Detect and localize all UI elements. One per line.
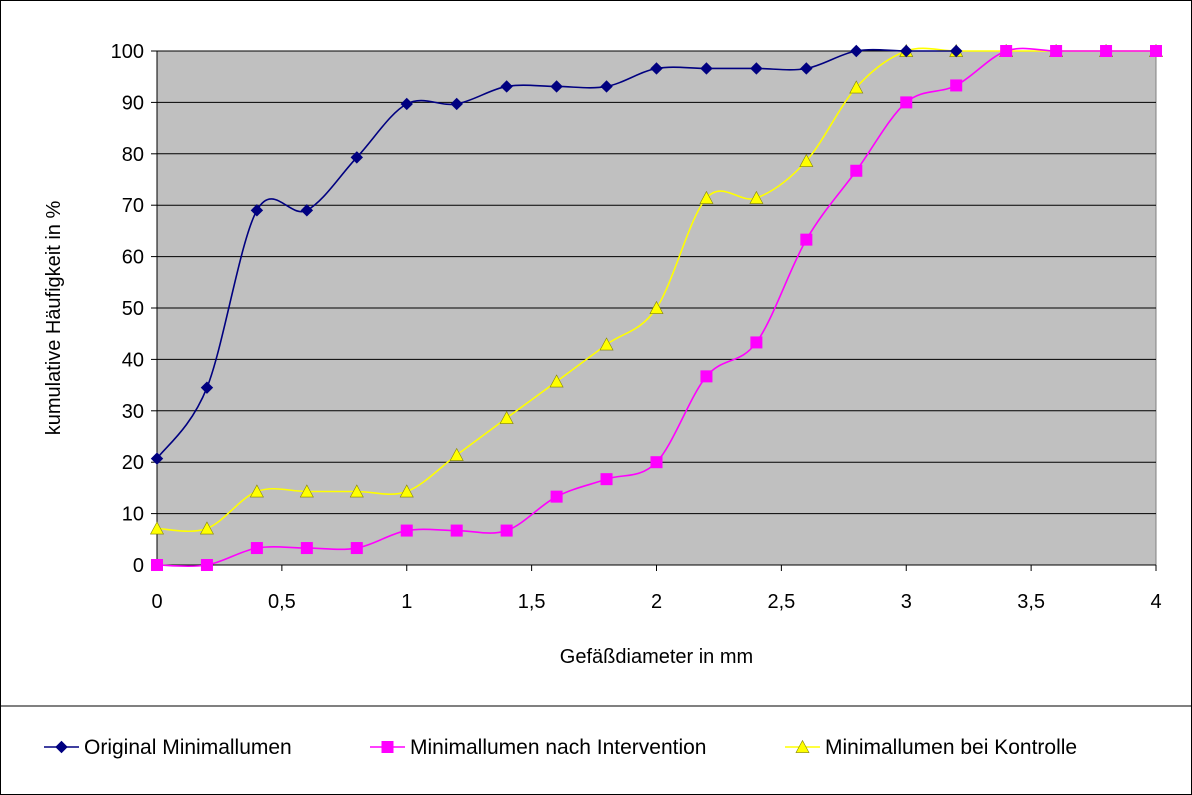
data-point xyxy=(199,521,214,535)
data-point xyxy=(299,484,314,498)
x-tick-label: 3,5 xyxy=(1017,591,1045,613)
data-point xyxy=(700,370,713,383)
data-point xyxy=(650,62,663,75)
x-tick-label: 2 xyxy=(651,591,662,613)
legend-label: Original Minimallumen xyxy=(84,736,292,759)
data-point xyxy=(499,410,514,424)
series-line xyxy=(156,47,1156,533)
data-point xyxy=(1150,45,1162,57)
data-point xyxy=(200,381,214,394)
data-point xyxy=(950,79,963,92)
data-point xyxy=(150,452,164,465)
legend-marker xyxy=(795,739,810,753)
legend-label: Minimallumen nach Intervention xyxy=(410,736,706,759)
data-point xyxy=(350,542,363,555)
data-point xyxy=(599,337,614,351)
data-point xyxy=(800,233,813,246)
data-point xyxy=(850,164,863,177)
legend-label: Minimallumen bei Kontrolle xyxy=(825,736,1077,759)
data-point xyxy=(250,204,264,217)
y-tick-label: 80 xyxy=(122,144,144,166)
legend: Original Minimallumen Minimallumen nach I… xyxy=(44,736,1077,759)
legend-item: Minimallumen bei Kontrolle xyxy=(785,736,1077,759)
series-2-markers xyxy=(151,45,1162,571)
data-point xyxy=(650,456,663,469)
data-point xyxy=(850,44,863,58)
y-tick-label: 70 xyxy=(122,195,144,217)
y-tick-label: 100 xyxy=(111,41,144,63)
x-tick-label: 1 xyxy=(401,591,412,613)
data-point xyxy=(399,484,414,498)
x-tick-label: 3 xyxy=(901,591,912,613)
data-point xyxy=(300,204,314,217)
data-point xyxy=(1050,45,1063,57)
y-tick-label: 10 xyxy=(122,504,144,526)
data-point xyxy=(600,80,613,93)
data-point xyxy=(699,190,714,204)
data-point xyxy=(750,336,763,349)
series-1-markers xyxy=(150,44,963,465)
data-point xyxy=(849,80,864,94)
legend-marker xyxy=(55,740,68,754)
data-point xyxy=(649,300,664,314)
y-tick-label: 50 xyxy=(122,298,144,320)
axes: 0 10 20 30 40 50 60 70 80 90 100 0 0,5 1 1,5 2 2,5 3 3,5 4 xyxy=(111,41,1162,613)
data-point xyxy=(249,484,264,498)
data-point xyxy=(750,62,763,75)
data-point xyxy=(500,524,513,537)
data-point xyxy=(700,62,713,75)
data-point xyxy=(350,151,364,164)
y-axis-title: kumulative Häufigkeit in % xyxy=(43,201,65,436)
data-point xyxy=(250,542,263,555)
data-point xyxy=(149,521,165,535)
y-tick-label: 30 xyxy=(122,401,144,423)
data-point xyxy=(799,153,814,167)
x-tick-label: 2,5 xyxy=(767,591,795,613)
data-point xyxy=(749,190,764,204)
data-point xyxy=(900,96,913,109)
data-point xyxy=(549,374,564,388)
data-point xyxy=(400,97,413,111)
y-tick-label: 20 xyxy=(122,452,144,474)
series-line xyxy=(156,47,1156,568)
y-tick-label: 90 xyxy=(122,92,144,114)
x-tick-label: 0,5 xyxy=(268,591,296,613)
legend-item: Minimallumen nach Intervention xyxy=(370,736,706,759)
data-point xyxy=(349,484,364,498)
data-point xyxy=(450,524,463,537)
legend-marker xyxy=(381,741,394,753)
data-point xyxy=(550,80,563,93)
y-tick-label: 40 xyxy=(122,349,144,371)
x-tick-label: 0 xyxy=(151,591,162,613)
series-layer xyxy=(149,43,1164,571)
data-point xyxy=(1100,45,1113,57)
x-tick-label: 1,5 xyxy=(518,591,546,613)
data-point xyxy=(550,490,563,503)
y-tick-label: 0 xyxy=(133,555,144,577)
series-2 xyxy=(156,47,1156,568)
series-3 xyxy=(156,47,1156,533)
data-point xyxy=(1000,45,1013,57)
data-point xyxy=(200,559,213,571)
x-axis-title: Gefäßdiameter in mm xyxy=(560,646,753,668)
data-point xyxy=(450,97,463,111)
data-point xyxy=(600,473,613,486)
x-tick-label: 4 xyxy=(1150,591,1161,613)
data-point xyxy=(400,524,413,537)
data-point xyxy=(900,44,913,58)
data-point xyxy=(449,447,464,461)
legend-item: Original Minimallumen xyxy=(44,736,292,759)
data-point xyxy=(800,62,813,75)
y-tick-label: 60 xyxy=(122,247,144,269)
data-point xyxy=(949,44,963,58)
data-point xyxy=(300,542,313,555)
data-point xyxy=(151,559,163,571)
data-point xyxy=(500,80,513,93)
